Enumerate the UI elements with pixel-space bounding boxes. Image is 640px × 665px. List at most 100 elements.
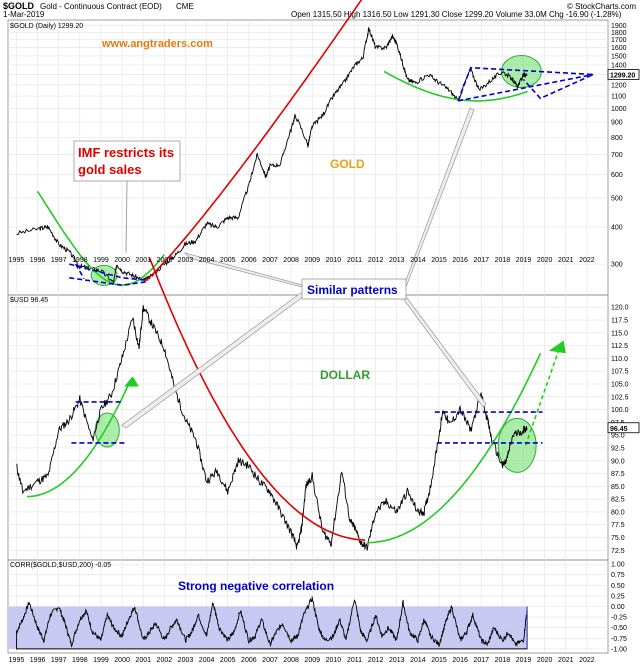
dollar-1999-highlight [94,412,120,448]
gold-2018-wedge [457,66,594,102]
gold-last-value-box [607,69,640,80]
dollar-2018-highlight [497,417,537,473]
dollar-y-tick-label: 72.5 [611,548,625,555]
gold-label: GOLD [330,157,365,171]
corr-x-tick-label: 2006 [241,657,257,664]
corr-x-tick-label: 2009 [304,657,320,664]
corr-x-tick-label: 2014 [410,657,426,664]
gold-x-tick-label: 1995 [9,257,25,264]
gold-1999-triangle-bottom [69,277,148,287]
dollar-early-arrowhead [124,376,139,387]
dollar-red-curve [148,257,366,541]
dollar-y-tick-label: 107.5 [611,369,629,376]
corr-y-tick-label: 1.00 [611,562,625,569]
dollar-y-tick-label: 105.0 [611,382,629,389]
gold-y-tick-label: 1400 [611,62,627,69]
dollar-price-line [16,305,528,551]
gold-green-base-curve [36,190,165,287]
corr-area-group [8,596,528,650]
gold-y-tick-label: 1900 [611,23,627,30]
dollar-y-tick-label: 90.0 [611,458,625,465]
gridlines [8,20,608,653]
corr-x-tick-label: 2005 [220,657,236,664]
corr-y-tick-label: -1.00 [611,646,627,653]
imf-callout-line2: gold sales [78,162,142,177]
gold-x-tick-label: 2016 [452,257,468,264]
gold-x-tick-label: 2000 [114,257,130,264]
gold-legend: $GOLD (Daily) 1299.20 [10,23,83,30]
gold-1999-triangle-top [69,263,148,281]
gold-x-tick-label: 1999 [93,257,109,264]
gold-y-tick-label: 1700 [611,37,627,44]
corr-legend: CORR($GOLD,$USD,200) -0.05 [10,562,111,569]
gold-x-tick-label: 2013 [389,257,405,264]
imf-pointer-line [125,180,128,254]
gold-x-tick-label: 2007 [262,257,278,264]
corr-x-tick-label: 2007 [262,657,278,664]
corr-x-tick-label: 2022 [579,657,595,664]
gold-x-tick-label: 1998 [72,257,88,264]
dollar-y-tick-label: 112.5 [611,343,628,350]
gold-x-tick-label: 2020 [537,257,553,264]
gold-x-tick-label: 2002 [157,257,173,264]
dollar-y-tick-label: 87.5 [611,471,625,478]
dollar-label: DOLLAR [320,368,370,382]
corr-y-tick-label: -0.25 [611,615,627,622]
gold-x-tick-label: 2005 [220,257,236,264]
corr-x-tick-label: 2021 [558,657,574,664]
gold-x-tick-label: 2014 [410,257,426,264]
corr-y-tick-label: -0.50 [611,625,627,632]
corr-y-tick-label: 0.00 [611,604,625,611]
gold-x-tick-label: 2004 [199,257,215,264]
header-name: Gold - Continuous Contract (EOD) [40,2,162,11]
gold-x-tick-label: 1997 [51,257,67,264]
gold-x-tick-label: 2009 [304,257,320,264]
gold-y-tick-label: 300 [611,262,623,269]
gold-x-tick-label: 2017 [473,257,489,264]
gold-2018-wedge-base [457,73,594,102]
similar-pointer-dollar-1999 [121,291,305,429]
dollar-y-tick-label: 120.0 [611,305,629,312]
header-symbol: $GOLD [3,1,35,11]
gold-x-tick-label: 2001 [135,257,151,264]
gold-x-tick-label: 2010 [326,257,342,264]
corr-x-tick-label: 1998 [72,657,88,664]
dollar-y-tick-label: 92.5 [611,445,625,452]
pattern-overlays [26,0,594,544]
gold-y-tick-label: 1200 [611,82,627,89]
corr-x-tick-label: 2004 [199,657,215,664]
imf-callout-line1: IMF restricts its [78,145,174,160]
dollar-last-value-text: 96.45 [610,426,628,433]
similar-pointer-gold-2018 [404,107,475,288]
dollar-y-tick-label: 117.5 [611,318,628,325]
dollar-y-tick-label: 95.0 [611,433,625,440]
dollar-legend: $USD 96.45 [10,297,48,304]
imf-callout-box [73,140,181,182]
gold-x-tick-label: 1996 [30,257,46,264]
dollar-projection-arrowhead [548,340,566,354]
corr-x-tick-label: 2019 [516,657,532,664]
gold-y-tick-label: 1100 [611,94,626,101]
site-url: www.angtraders.com [101,38,213,50]
corr-x-tick-label: 2003 [178,657,194,664]
corr-x-tick-label: 2001 [135,657,151,664]
price-lines [16,26,528,551]
dollar-y-tick-label: 77.5 [611,522,625,529]
gold-x-tick-label: 2021 [558,257,574,264]
corr-x-tick-label: 2008 [283,657,299,664]
corr-x-tick-label: 2013 [389,657,405,664]
header-exchange: CME [176,2,194,11]
gold-1999-triangle-side [74,263,85,280]
gold-x-tick-label: 2015 [431,257,447,264]
gold-y-tick-label: 500 [611,196,623,203]
gold-x-tick-label: 2012 [368,257,384,264]
corr-y-tick-label: 0.25 [611,593,625,600]
dollar-y-tick-label: 115.0 [611,330,628,337]
corr-callout: Strong negative correlation [178,579,334,593]
corr-x-tick-label: 1995 [9,657,25,664]
corr-x-tick-label: 2011 [347,657,362,664]
corr-x-tick-label: 2002 [157,657,173,664]
gold-y-tick-label: 800 [611,135,623,142]
dollar-y-tick-label: 80.0 [611,509,625,516]
